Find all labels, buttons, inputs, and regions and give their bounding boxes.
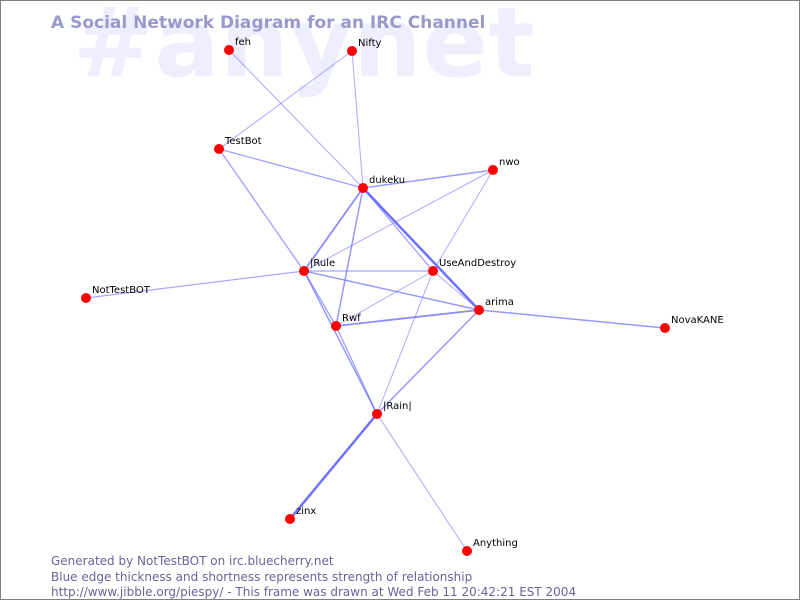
node-label: |Rain| [383, 401, 412, 412]
node-feh [224, 45, 234, 55]
edge-dukeku-UseAndDestroy [362, 187, 434, 272]
edge-Rwf-UseAndDestroy [335, 270, 434, 327]
node-label: zinx [296, 506, 316, 517]
node-label: arima [485, 297, 514, 308]
node-label: Anything [473, 538, 518, 549]
edge-UseAndDestroy-|Rain| [376, 270, 434, 415]
node-NotTestBOT [81, 293, 91, 303]
node-UseAndDestroy [428, 266, 438, 276]
edge-Nifty-TestBot [218, 50, 353, 150]
edge-TestBot-|Rule [218, 148, 305, 272]
node-label: nwo [499, 157, 520, 168]
edge-nwo-UseAndDestroy [432, 169, 494, 272]
edge-|Rule-|Rain| [303, 270, 378, 415]
node-label: UseAndDestroy [439, 258, 516, 269]
node-zinx [285, 514, 295, 524]
edge-feh-dukeku [228, 49, 364, 189]
node-label: dukeku [369, 175, 405, 186]
node-label: NovaKANE [671, 315, 724, 326]
edge-UseAndDestroy-arima [432, 270, 480, 311]
edge-|Rain|-zinx [289, 413, 378, 520]
node-label: feh [235, 37, 251, 48]
node-dukeku [358, 183, 368, 193]
node-label: NotTestBOT [92, 285, 151, 296]
node-nwo [488, 165, 498, 175]
node-label: Rwf [342, 313, 361, 324]
node-label: Nifty [358, 38, 382, 49]
edge-dukeku-nwo [362, 169, 494, 189]
edge-Rwf-|Rain| [335, 325, 378, 415]
node-Rwf [331, 321, 341, 331]
edge-arima-NovaKANE [478, 309, 666, 329]
edge-|Rain|-Anything [376, 413, 468, 552]
edge-Nifty-dukeku [351, 50, 364, 189]
edge-|Rule-arima [303, 270, 480, 311]
node-label: TestBot [224, 136, 262, 147]
edge-nwo-|Rule [303, 169, 494, 272]
footer-url-timestamp: http://www.jibble.org/piespy/ - This fra… [51, 585, 577, 599]
edge-arima-|Rain| [376, 309, 480, 415]
edge-dukeku-arima [362, 187, 480, 311]
footer-legend: Blue edge thickness and shortness repres… [51, 570, 473, 584]
node-|Rain| [372, 409, 382, 419]
edge-|Rule-NotTestBOT [85, 270, 305, 299]
footer-generated: Generated by NotTestBOT on irc.bluecherr… [51, 554, 334, 568]
edge-dukeku-|Rule [303, 187, 364, 272]
node-|Rule [299, 266, 309, 276]
diagram-title: A Social Network Diagram for an IRC Chan… [51, 13, 486, 33]
node-Anything [462, 546, 472, 556]
edge-Rwf-arima [335, 309, 480, 327]
node-TestBot [214, 144, 224, 154]
node-label: |Rule [310, 258, 335, 269]
node-arima [474, 305, 484, 315]
edge-dukeku-Rwf [335, 187, 364, 327]
node-NovaKANE [660, 323, 670, 333]
channel-watermark: #anynet [73, 0, 536, 99]
edge-TestBot-dukeku [218, 148, 364, 189]
node-Nifty [347, 46, 357, 56]
